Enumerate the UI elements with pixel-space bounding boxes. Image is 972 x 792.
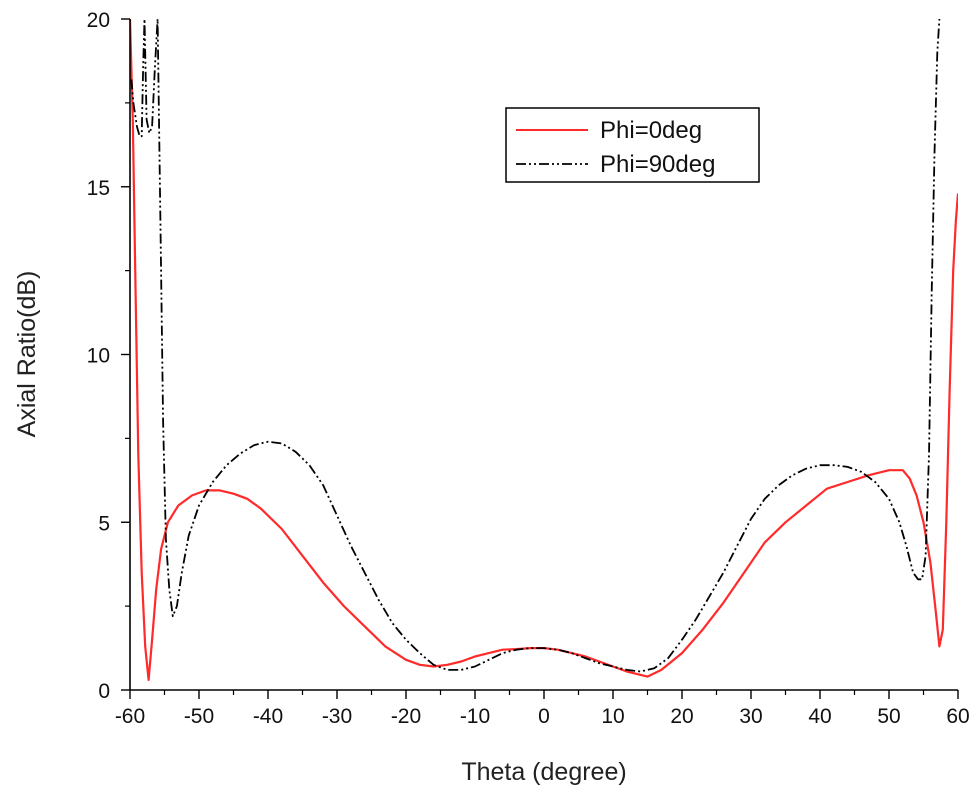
x-tick-label: -10 [460,705,490,728]
x-tick-label: -50 [184,705,214,728]
y-tick-label: 0 [98,680,110,703]
x-tick-label: 60 [946,705,969,728]
x-tick-label: 50 [877,705,900,728]
x-tick-label: -60 [115,705,145,728]
x-tick-label: 10 [601,705,624,728]
y-tick-label: 15 [87,177,110,200]
legend-entry-phi-90deg: Phi=90deg [600,151,715,178]
legend-box [505,107,760,183]
x-tick-label: -40 [253,705,283,728]
x-tick-label: 20 [670,705,693,728]
y-axis-label: Axial Ratio(dB) [13,271,41,438]
x-tick-label: -30 [322,705,352,728]
legend: Phi=0deg Phi=90deg [505,107,760,183]
x-axis-label: Theta (degree) [461,758,626,786]
ticks-layer: -60 -50 -40 -30 -20 -10 0 10 20 30 40 50 60 0 5 10 15 20 [87,9,970,728]
legend-entry-phi-0deg: Phi=0deg [600,117,702,144]
x-tick-label: 0 [538,705,550,728]
series-layer [130,18,958,681]
y-tick-label: 20 [87,9,110,32]
y-tick-label: 5 [98,512,110,535]
x-tick-label: 30 [739,705,762,728]
x-tick-label: 40 [808,705,831,728]
y-tick-label: 10 [87,345,110,368]
x-tick-label: -20 [391,705,421,728]
